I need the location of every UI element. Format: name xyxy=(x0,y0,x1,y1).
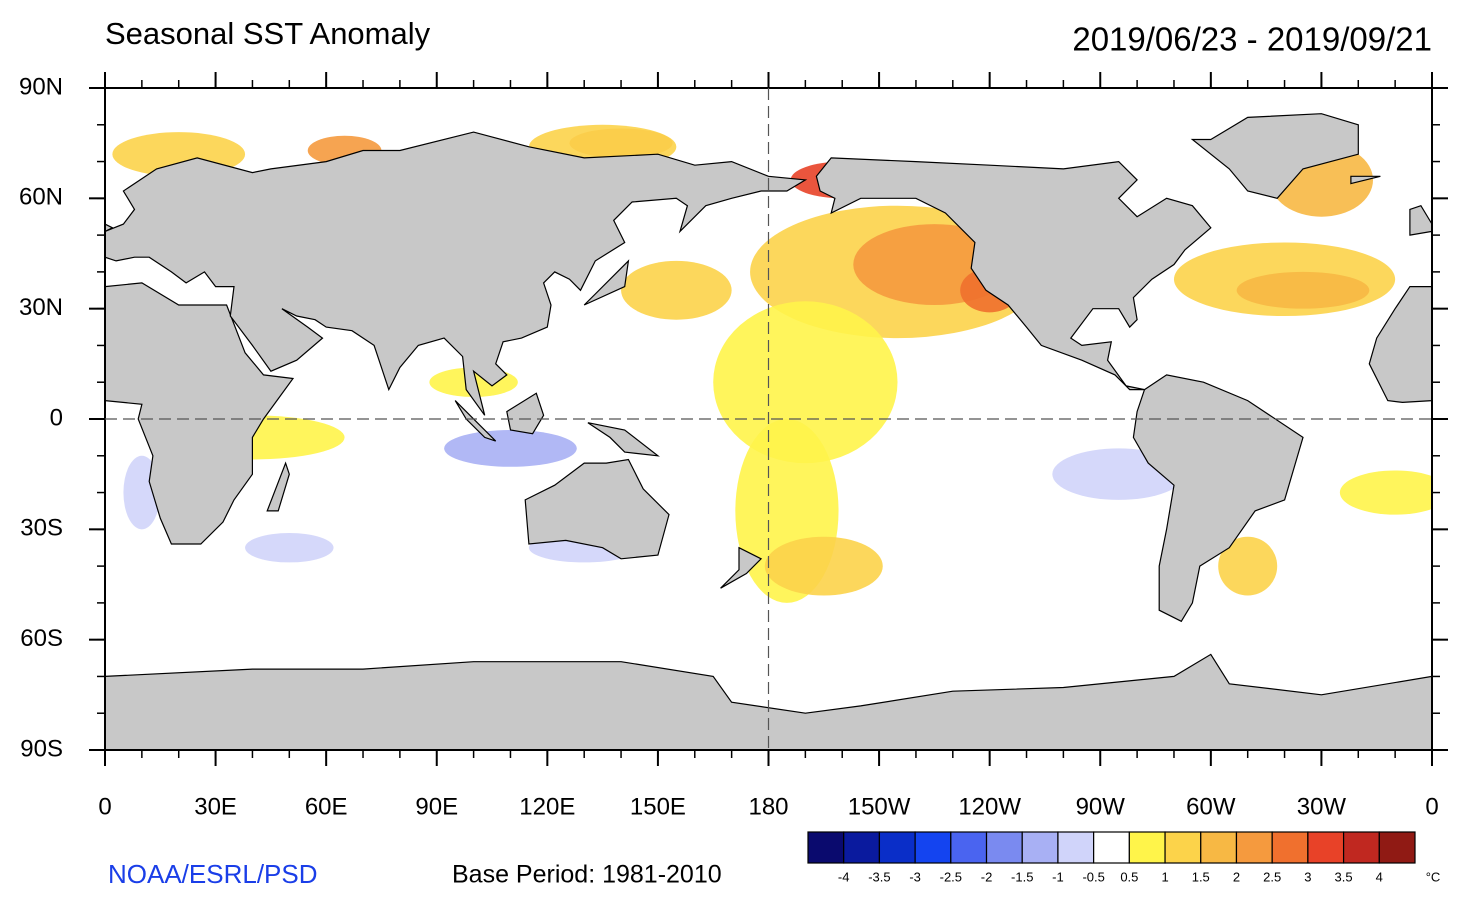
colorbar-label: -4 xyxy=(838,869,850,884)
colorbar-box xyxy=(1021,831,1059,864)
colorbar-label: 3.5 xyxy=(1335,869,1353,884)
colorbar-box xyxy=(1342,831,1380,864)
colorbar-label: 4 xyxy=(1376,869,1383,884)
land xyxy=(1409,204,1432,236)
land xyxy=(524,458,670,560)
colorbar-label: 0.5 xyxy=(1120,869,1138,884)
colorbar-label: 1.5 xyxy=(1192,869,1210,884)
lon-tick-label: 180 xyxy=(748,793,788,820)
colorbar-box xyxy=(843,831,881,864)
colorbar-box xyxy=(878,831,916,864)
colorbar-unit: °C xyxy=(1426,869,1441,884)
colorbar-box xyxy=(985,831,1023,864)
lat-tick-label: 90N xyxy=(19,73,63,100)
lon-tick-label: 30W xyxy=(1297,793,1347,820)
colorbar-box xyxy=(914,831,952,864)
colorbar-label: -1.5 xyxy=(1011,869,1033,884)
anomaly-patch xyxy=(245,533,334,563)
colorbar-label: 1 xyxy=(1161,869,1168,884)
land xyxy=(105,223,114,233)
land xyxy=(454,400,497,442)
anomaly-patch xyxy=(444,430,577,467)
land xyxy=(720,546,763,589)
lat-tick-label: 30S xyxy=(20,515,63,542)
land xyxy=(506,392,545,435)
colorbar-box xyxy=(1128,831,1166,864)
land xyxy=(266,461,290,512)
map-area xyxy=(105,113,1432,750)
lat-tick-label: 30N xyxy=(19,294,63,321)
colorbar-box xyxy=(1378,831,1416,864)
lon-tick-label: 60E xyxy=(305,793,348,820)
colorbar-label: -3.5 xyxy=(868,869,890,884)
lon-tick-label: 150W xyxy=(848,793,911,820)
colorbar-label: -3 xyxy=(909,869,921,884)
base-period: Base Period: 1981-2010 xyxy=(452,861,722,889)
colorbar-box xyxy=(807,831,845,864)
land xyxy=(1190,113,1359,199)
colorbar-box xyxy=(1200,831,1238,864)
land xyxy=(1132,374,1304,623)
colorbar-label: -0.5 xyxy=(1082,869,1104,884)
anomaly-patch xyxy=(1236,271,1370,309)
colorbar-label: -1 xyxy=(1052,869,1064,884)
colorbar-box xyxy=(1307,831,1345,864)
anomaly-patch xyxy=(713,301,898,464)
colorbar-box xyxy=(950,831,988,864)
land xyxy=(1350,175,1381,185)
colorbar-label: 2.5 xyxy=(1263,869,1281,884)
land xyxy=(583,259,630,306)
land xyxy=(105,282,295,545)
lat-tick-label: 90S xyxy=(20,735,63,762)
lon-tick-label: 30E xyxy=(194,793,237,820)
anomaly-patch xyxy=(1218,536,1278,596)
date-range: 2019/06/23 - 2019/09/21 xyxy=(1072,21,1432,58)
anomaly-patch xyxy=(764,536,883,596)
colorbar-box xyxy=(1271,831,1309,864)
lon-tick-label: 60W xyxy=(1186,793,1236,820)
lon-tick-label: 90W xyxy=(1076,793,1126,820)
colorbar-box xyxy=(1057,831,1095,864)
colorbar-box xyxy=(1093,831,1130,864)
colorbar-label: 3 xyxy=(1304,869,1311,884)
colorbar-label: 2 xyxy=(1233,869,1240,884)
colorbar-label: -2 xyxy=(981,869,993,884)
lon-tick-label: 150E xyxy=(630,793,686,820)
lon-tick-label: 90E xyxy=(415,793,458,820)
land xyxy=(105,653,1432,750)
lon-tick-label: 0 xyxy=(1425,793,1438,820)
land xyxy=(815,157,1212,391)
anomaly-patch xyxy=(1339,470,1432,515)
colorbar-label: -2.5 xyxy=(940,869,962,884)
credit: NOAA/ESRL/PSD xyxy=(108,859,318,889)
lat-tick-label: 0 xyxy=(50,404,63,431)
land xyxy=(587,422,660,457)
land xyxy=(105,131,808,416)
lon-tick-label: 0 xyxy=(98,793,111,820)
lat-tick-label: 60S xyxy=(20,625,63,652)
anomaly-patch xyxy=(621,260,732,320)
colorbar-box xyxy=(1235,831,1273,864)
lat-tick-label: 60N xyxy=(19,184,63,211)
lon-tick-label: 120W xyxy=(958,793,1021,820)
land xyxy=(1368,286,1432,404)
title: Seasonal SST Anomaly xyxy=(105,16,431,51)
colorbar-box xyxy=(1164,831,1202,864)
lon-tick-label: 120E xyxy=(519,793,575,820)
